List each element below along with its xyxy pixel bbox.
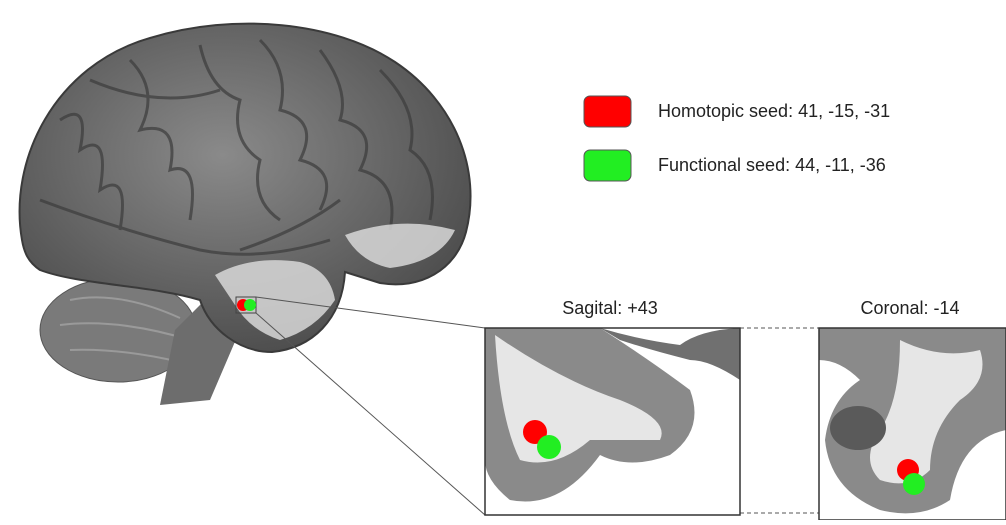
legend-label: Functional seed: 44, -11, -36 <box>658 155 886 175</box>
seed-marker <box>244 299 256 311</box>
panel-title: Coronal: -14 <box>860 298 959 318</box>
sagittal-slice <box>485 328 740 515</box>
zoom-line <box>255 312 486 516</box>
legend-label: Homotopic seed: 41, -15, -31 <box>658 101 890 121</box>
inset-frame <box>484 327 741 516</box>
seed-marker <box>537 435 561 459</box>
seed-marker <box>903 473 925 495</box>
panel-title: Sagital: +43 <box>562 298 658 318</box>
legend-swatch <box>583 95 632 128</box>
brain-render <box>18 22 472 405</box>
zoom-line <box>255 296 486 329</box>
seed-marker <box>523 420 547 444</box>
coronal-slice <box>819 328 1006 520</box>
cortex <box>18 22 472 354</box>
legend-swatch <box>583 149 632 182</box>
